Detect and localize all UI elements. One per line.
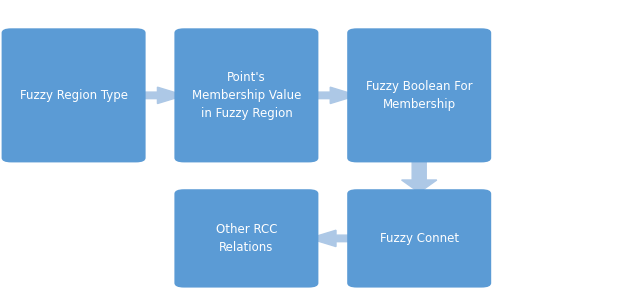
- FancyArrow shape: [402, 158, 437, 193]
- Text: Fuzzy Region Type: Fuzzy Region Type: [20, 89, 127, 102]
- FancyBboxPatch shape: [347, 189, 492, 288]
- FancyBboxPatch shape: [174, 189, 319, 288]
- FancyArrow shape: [309, 230, 357, 247]
- Text: Other RCC
Relations: Other RCC Relations: [216, 223, 277, 254]
- FancyBboxPatch shape: [2, 28, 146, 162]
- FancyBboxPatch shape: [174, 28, 319, 162]
- Text: Fuzzy Connet: Fuzzy Connet: [380, 232, 459, 245]
- FancyBboxPatch shape: [347, 28, 492, 162]
- FancyArrow shape: [136, 87, 184, 103]
- Text: Point's
Membership Value
in Fuzzy Region: Point's Membership Value in Fuzzy Region: [192, 71, 301, 120]
- Text: Fuzzy Boolean For
Membership: Fuzzy Boolean For Membership: [366, 80, 472, 111]
- FancyArrow shape: [309, 87, 357, 103]
